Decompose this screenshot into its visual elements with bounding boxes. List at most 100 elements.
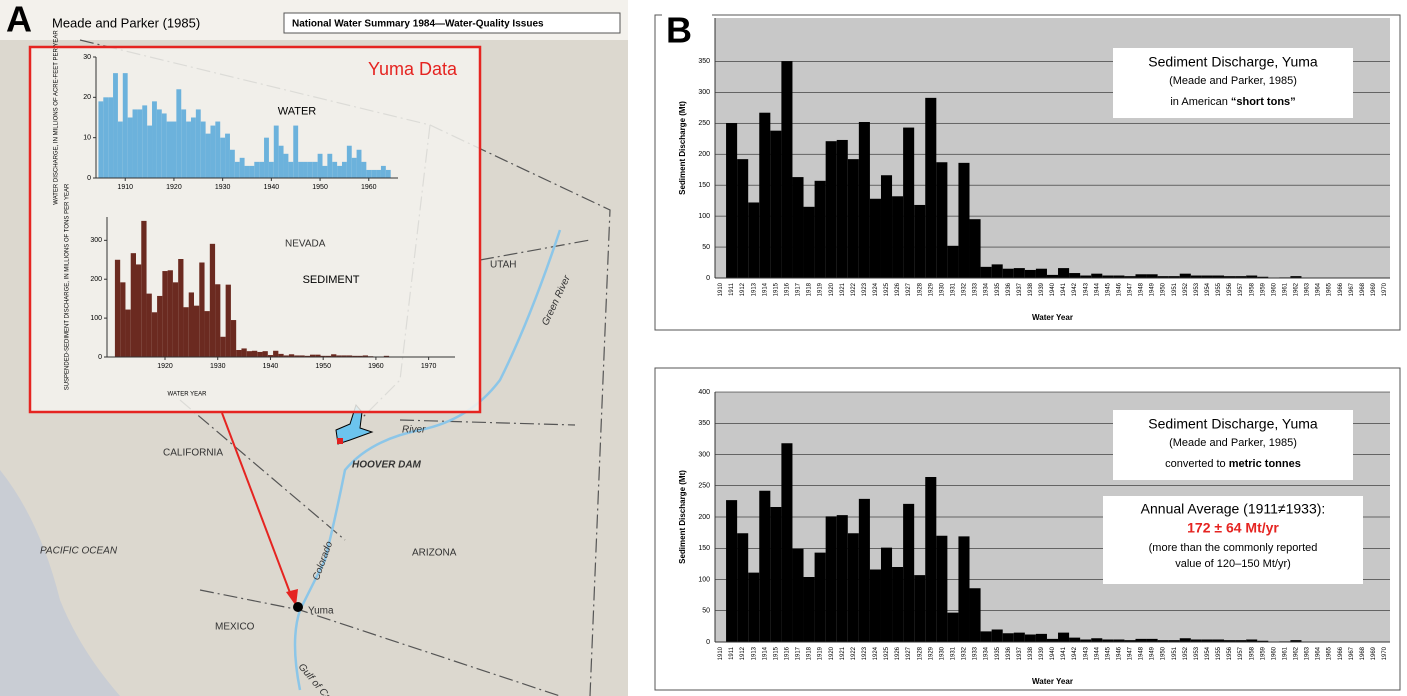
bar (1091, 638, 1102, 642)
x-tick-label: 1947 (1128, 646, 1134, 660)
x-tick-label: 1963 (1305, 282, 1311, 296)
bar (137, 109, 142, 178)
source: Meade and Parker (1985) (52, 15, 200, 30)
bar (958, 536, 969, 642)
bar (1014, 268, 1025, 278)
bar (970, 588, 981, 642)
bar (201, 122, 206, 178)
y-tick-label: 100 (90, 315, 102, 322)
bar (815, 553, 826, 642)
bar (737, 533, 748, 642)
unit-note: converted to (1165, 458, 1229, 470)
x-tick-label: 1969 (1371, 282, 1377, 296)
x-tick-label: 1938 (1028, 646, 1034, 660)
bar (759, 491, 770, 642)
bar (215, 122, 220, 178)
y-tick-label: 100 (698, 213, 710, 220)
map-label: MEXICO (215, 622, 255, 633)
bar (804, 577, 815, 642)
x-tick-label: 1954 (1205, 282, 1211, 296)
y-tick-label: 200 (90, 276, 102, 283)
x-tick-label: 1964 (1316, 646, 1322, 660)
x-tick-label: 1930 (939, 646, 945, 660)
bar (167, 122, 172, 178)
x-tick-label: 1930 (210, 363, 226, 370)
bar (176, 89, 181, 178)
x-tick-label: 1910 (117, 184, 133, 191)
bar (206, 134, 211, 178)
bar (981, 267, 992, 278)
x-tick-label: 1928 (917, 282, 923, 296)
bar (191, 118, 196, 179)
header: National Water Summary 1984—Water-Qualit… (292, 19, 544, 30)
bar (183, 307, 188, 357)
x-tick-label: 1939 (1039, 282, 1045, 296)
y-tick-label: 250 (698, 120, 710, 127)
x-tick-label: 1946 (1116, 646, 1122, 660)
bar (181, 109, 186, 178)
bar (186, 122, 191, 178)
bar (936, 536, 947, 642)
x-tick-label: 1954 (1205, 646, 1211, 660)
y-tick-label: 200 (698, 514, 710, 521)
x-tick-label: 1926 (895, 646, 901, 660)
bar (870, 570, 881, 643)
bar (313, 162, 318, 178)
x-tick-label: 1949 (1150, 282, 1156, 296)
x-tick-label: 1911 (729, 282, 735, 296)
bar (1014, 633, 1025, 642)
x-tick-label: 1927 (906, 282, 912, 296)
x-tick-label: 1962 (1294, 282, 1300, 296)
panel-label: A (6, 0, 32, 40)
bar (257, 352, 262, 357)
bar (342, 162, 347, 178)
bar (118, 122, 123, 178)
bar (1069, 638, 1080, 642)
x-tick-label: 1942 (1072, 282, 1078, 296)
average-note: (more than the commonly reported (1149, 542, 1318, 554)
bar (737, 159, 748, 278)
x-tick-label: 1938 (1028, 282, 1034, 296)
x-tick-label: 1943 (1083, 282, 1089, 296)
map-label: UTAH (490, 260, 516, 271)
bar (826, 516, 837, 642)
series-label: SEDIMENT (303, 274, 360, 286)
y-tick-label: 400 (698, 389, 710, 396)
bar (98, 101, 103, 178)
bar (1036, 634, 1047, 642)
bar (947, 246, 958, 278)
bar (1058, 633, 1069, 642)
y-tick-label: 20 (83, 94, 91, 101)
x-tick-label: 1932 (962, 282, 968, 296)
bar (269, 162, 274, 178)
bar (288, 162, 293, 178)
bar (371, 170, 376, 178)
bar (770, 507, 781, 642)
x-tick-label: 1969 (1371, 646, 1377, 660)
bar (249, 166, 254, 178)
bar (136, 264, 141, 357)
x-tick-label: 1959 (1260, 646, 1266, 660)
y-tick-label: 0 (706, 639, 710, 646)
annotation: Sediment Discharge, Yuma (1148, 416, 1318, 432)
bar (848, 159, 859, 278)
bar (247, 351, 252, 357)
x-tick-label: 1915 (773, 646, 779, 660)
x-tick-label: 1951 (1172, 282, 1178, 296)
y-axis-label: SUSPENDED-SEDIMENT DISCHARGE, IN MILLION… (65, 183, 71, 390)
x-tick-label: 1948 (1139, 282, 1145, 296)
bar (859, 122, 870, 278)
x-tick-label: 1928 (917, 646, 923, 660)
x-tick-label: 1923 (862, 282, 868, 296)
bar (770, 131, 781, 278)
bar (748, 202, 759, 278)
x-tick-label: 1937 (1017, 282, 1023, 296)
x-tick-label: 1960 (1271, 282, 1277, 296)
bar (914, 575, 925, 642)
bar (168, 270, 173, 357)
bar (142, 105, 147, 178)
unit-note-bold: metric tonnes (1229, 458, 1301, 470)
bar (264, 138, 269, 178)
x-tick-label: 1931 (950, 646, 956, 660)
y-tick-label: 150 (698, 182, 710, 189)
